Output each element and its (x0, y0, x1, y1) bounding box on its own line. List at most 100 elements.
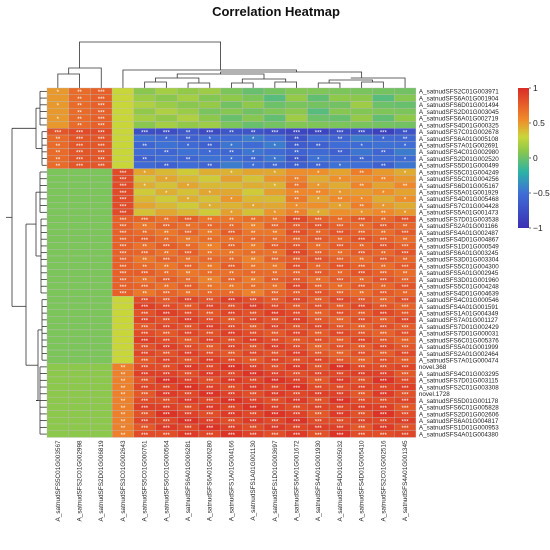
significance-mark: ** (186, 258, 191, 264)
significance-mark: ** (251, 258, 256, 264)
row-label: A_satnudSFS4A01G002487 (419, 230, 499, 237)
significance-mark: *** (76, 144, 84, 150)
significance-mark: ** (207, 144, 212, 150)
dendrogram-branch (361, 81, 384, 88)
significance-mark: ** (359, 245, 364, 251)
significance-mark: ** (207, 164, 212, 170)
significance-mark: * (317, 171, 320, 177)
significance-mark: *** (336, 345, 344, 351)
significance-mark: *** (141, 386, 149, 392)
heatmap-cell (90, 396, 113, 405)
significance-mark: *** (250, 352, 258, 358)
significance-mark: ** (229, 238, 234, 244)
heatmap-cell (46, 430, 69, 438)
significance-mark: * (165, 177, 168, 183)
significance-mark: *** (336, 406, 344, 412)
significance-mark: *** (163, 393, 171, 399)
significance-mark: ** (338, 285, 343, 291)
row-label: A_satnudSFS1D01G000953 (419, 425, 499, 432)
significance-mark: *** (163, 386, 171, 392)
heatmap-cell (111, 87, 134, 95)
significance-mark: *** (358, 426, 366, 432)
significance-mark: *** (380, 258, 388, 264)
significance-mark: *** (336, 265, 344, 271)
heatmap-cell (394, 87, 417, 95)
heatmap-cell (68, 175, 91, 183)
significance-mark: ** (294, 164, 299, 170)
heatmap-cell (90, 336, 113, 344)
significance-mark: ** (251, 278, 256, 284)
significance-mark: *** (141, 339, 149, 345)
significance-mark: *** (228, 245, 236, 251)
significance-mark: *** (271, 399, 279, 405)
significance-mark: ** (316, 191, 321, 197)
heatmap-cell (90, 430, 113, 438)
significance-mark: *** (293, 265, 301, 271)
significance-mark: *** (206, 339, 214, 345)
significance-mark: *** (141, 366, 149, 372)
significance-mark: *** (119, 231, 127, 237)
significance-mark: ** (381, 177, 386, 183)
significance-mark: ** (294, 137, 299, 143)
significance-mark: ** (164, 238, 169, 244)
significance-mark: ** (381, 265, 386, 271)
significance-mark: ** (164, 265, 169, 271)
significance-mark: *** (336, 292, 344, 298)
significance-mark: ** (294, 198, 299, 204)
heatmap-cell (285, 121, 308, 129)
heatmap-cell (46, 329, 69, 337)
significance-mark: *** (380, 272, 388, 278)
significance-mark: *** (76, 130, 84, 136)
heatmap-cell (133, 94, 156, 102)
significance-mark: *** (271, 386, 279, 392)
significance-mark: ** (403, 258, 408, 264)
row-label: A_satnudSFS7A01G001127 (419, 317, 499, 324)
significance-mark: *** (119, 265, 127, 271)
significance-mark: *** (163, 419, 171, 425)
heatmap-cell (220, 87, 243, 95)
significance-mark: *** (119, 225, 127, 231)
significance-mark: *** (185, 352, 193, 358)
significance-mark: *** (358, 319, 366, 325)
significance-mark: *** (185, 339, 193, 345)
significance-mark: *** (228, 419, 236, 425)
significance-mark: *** (315, 393, 323, 399)
significance-mark: *** (402, 366, 410, 372)
heatmap-cell (90, 215, 113, 223)
significance-mark: *** (228, 319, 236, 325)
significance-mark: *** (250, 366, 258, 372)
heatmap-cell (242, 114, 265, 122)
significance-mark: *** (185, 399, 193, 405)
significance-mark: *** (380, 406, 388, 412)
significance-mark: *** (358, 285, 366, 291)
column-label: A_satnudSFS6A01G006280 (207, 440, 214, 521)
significance-mark: *** (119, 184, 127, 190)
heatmap-cell (68, 208, 91, 216)
significance-mark: *** (228, 339, 236, 345)
significance-mark: *** (402, 305, 410, 311)
significance-mark: *** (163, 325, 171, 331)
significance-mark: ** (273, 265, 278, 271)
significance-mark: *** (228, 379, 236, 385)
row-label: A_satnudSFS6A01G003245 (419, 250, 499, 257)
heatmap-cell (372, 101, 395, 109)
significance-mark: *** (141, 433, 149, 439)
significance-mark: ** (273, 238, 278, 244)
significance-mark: * (187, 144, 190, 150)
heatmap-cell (90, 269, 113, 277)
significance-mark: *** (163, 278, 171, 284)
heatmap-cell (133, 101, 156, 109)
dendrogram-branch (328, 79, 373, 83)
significance-mark: *** (336, 426, 344, 432)
heatmap-cell (133, 202, 156, 210)
heatmap-cell (111, 356, 134, 364)
heatmap-cell (350, 101, 373, 109)
significance-mark: *** (163, 312, 171, 318)
heatmap-cell (111, 302, 134, 310)
heatmap-cell (111, 161, 134, 169)
heatmap-cell (328, 94, 351, 102)
significance-mark: *** (402, 251, 410, 257)
significance-mark: ** (229, 251, 234, 257)
heatmap-cell (68, 249, 91, 257)
heatmap-cell (111, 329, 134, 337)
